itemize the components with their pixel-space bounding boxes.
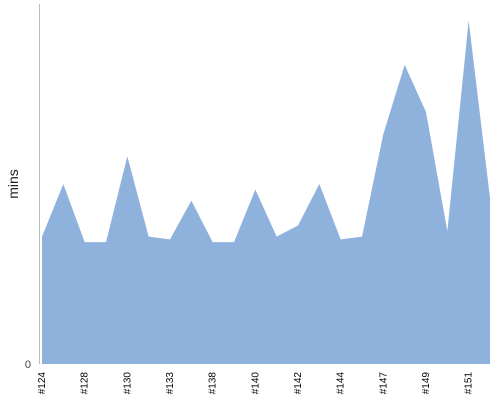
y-axis-title: mins [5,169,21,199]
x-tick-label: #124 [37,372,48,395]
x-tick-label: #144 [336,372,347,395]
x-tick-label: #130 [122,372,133,395]
x-axis-tick-labels: #124 #128 #130 #133 #138 #140 #142 #144 #147 #149… [37,372,475,395]
x-tick-label: #128 [80,372,91,395]
x-tick-label: #138 [208,372,219,395]
x-tick-label: #133 [165,372,176,395]
x-tick-label: #140 [250,372,261,395]
y-axis-zero-label: 0 [25,359,31,371]
x-tick-label: #147 [378,372,389,395]
x-tick-label: #151 [464,372,475,395]
area-series-layer [42,20,490,365]
x-tick-label: #142 [293,372,304,395]
area-series-fill [42,20,490,365]
x-tick-label: #149 [421,372,432,395]
